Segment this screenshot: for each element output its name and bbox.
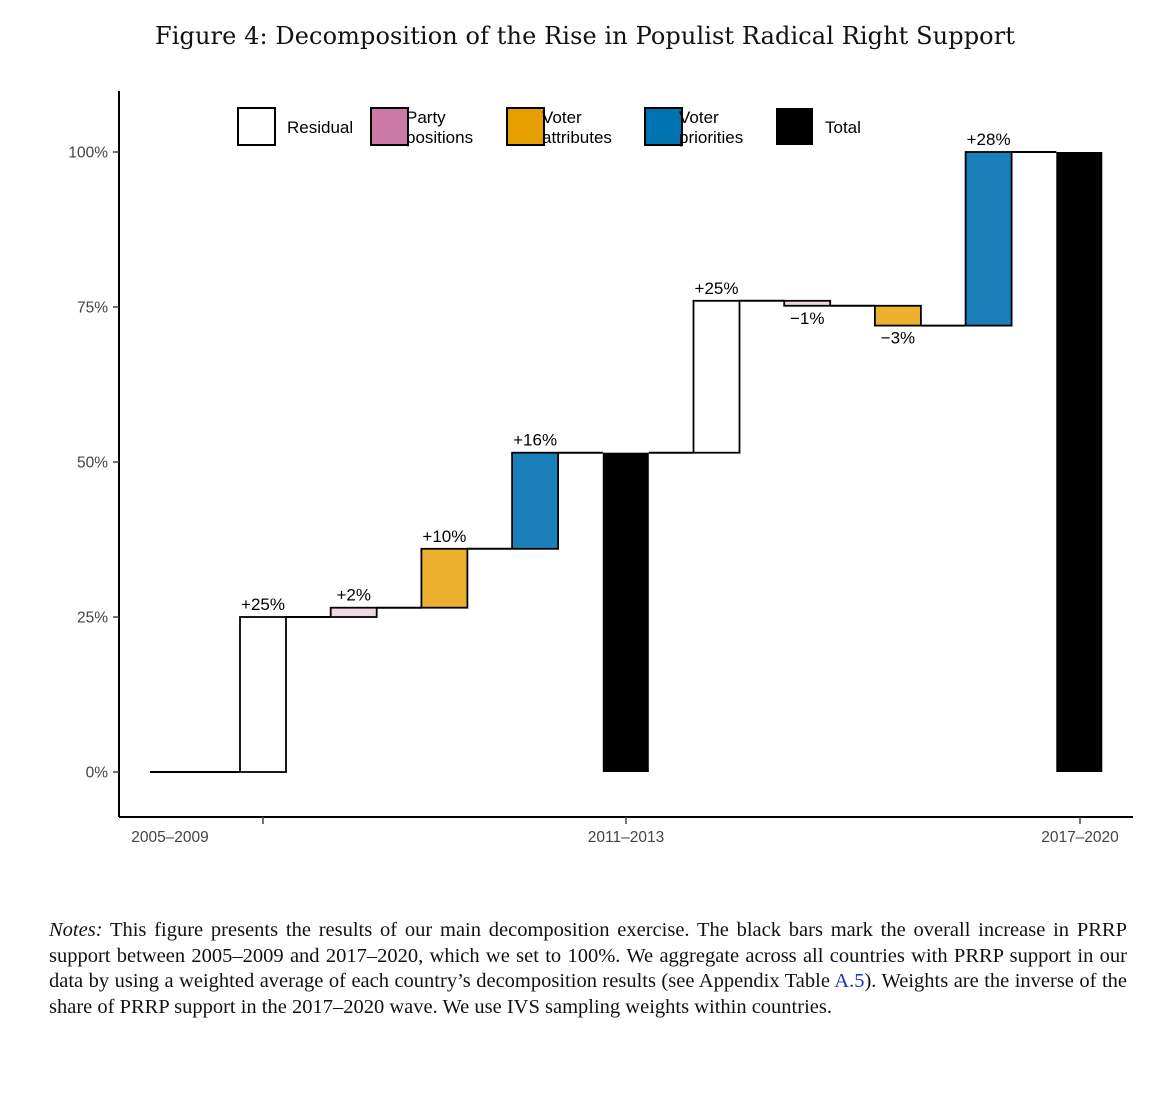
bar-total: [602, 452, 649, 772]
legend-label-party-positions: Party: [406, 108, 446, 127]
bar-party-positions: [783, 299, 832, 307]
legend-label-voter-priorities: priorities: [679, 128, 743, 147]
bar-total: [1056, 152, 1103, 772]
bar-value-label: −3%: [881, 329, 916, 348]
bar-residual: [692, 299, 741, 454]
y-tick-label: 75%: [77, 300, 108, 317]
x-tick-label: 2017–2020: [1041, 829, 1119, 846]
legend-swatch-total: [776, 108, 813, 145]
notes-lead: Notes:: [49, 919, 103, 941]
legend-label-voter-attributes: Voter: [542, 108, 582, 127]
y-tick-label: 0%: [86, 765, 109, 782]
legend-label-voter-priorities: Voter: [679, 108, 719, 127]
bar-voter-attributes: [420, 547, 469, 609]
legend-label-party-positions: positions: [406, 128, 473, 147]
bar-value-label: +28%: [967, 130, 1011, 149]
legend-label-residual: Residual: [287, 118, 353, 137]
figure-notes: Notes: This figure presents the results …: [49, 918, 1127, 1020]
bar-value-label: −1%: [790, 309, 825, 328]
bar-value-label: +25%: [241, 595, 285, 614]
bar-value-label: +16%: [513, 431, 557, 450]
notes-text-part1: This figure presents the results of our …: [49, 919, 1127, 992]
bar-voter-attributes: [874, 304, 922, 327]
waterfall-chart: ResidualPartypositionsVoterattributesVot…: [68, 91, 1133, 846]
x-tick-label: 2011–2013: [588, 829, 664, 846]
chart-legend: ResidualPartypositionsVoterattributesVot…: [237, 107, 861, 147]
bar-value-labels: +25% +2% +10% +16% +25% −1% −3% +28%: [241, 130, 1011, 614]
y-tick-label: 25%: [77, 610, 108, 627]
legend-swatch-party-positions: [370, 107, 409, 146]
legend-swatch-voter-priorities: [644, 107, 683, 146]
legend-label-voter-attributes: attributes: [542, 128, 612, 147]
figure-title: Figure 4: Decomposition of the Rise in P…: [154, 22, 1016, 50]
legend-label-total: Total: [825, 118, 861, 137]
bar-value-label: +10%: [422, 527, 466, 546]
bar-value-label: +25%: [695, 279, 739, 298]
step-connectors: [150, 151, 1057, 773]
y-tick-label: 50%: [77, 455, 108, 472]
bar-value-label: +2%: [336, 586, 371, 605]
bar-party-positions: [329, 606, 378, 618]
x-tick-label: 2005–2009: [131, 829, 209, 846]
bar-residual: [239, 616, 287, 773]
bar-voter-priorities: [511, 451, 559, 550]
legend-swatch-residual: [237, 107, 276, 146]
bar-voter-priorities: [964, 151, 1013, 327]
y-tick-label: 100%: [68, 145, 108, 162]
notes-text-part2: ). Weights are the inverse of the share …: [49, 970, 1127, 1018]
appendix-table-link[interactable]: A.5: [834, 970, 865, 992]
chart-axes: 0% 25% 50% 75% 100% 2005–2009 2011–2013 2017–20…: [68, 91, 1133, 846]
legend-swatch-voter-attributes: [506, 107, 545, 146]
chart-bars: [239, 151, 1103, 773]
